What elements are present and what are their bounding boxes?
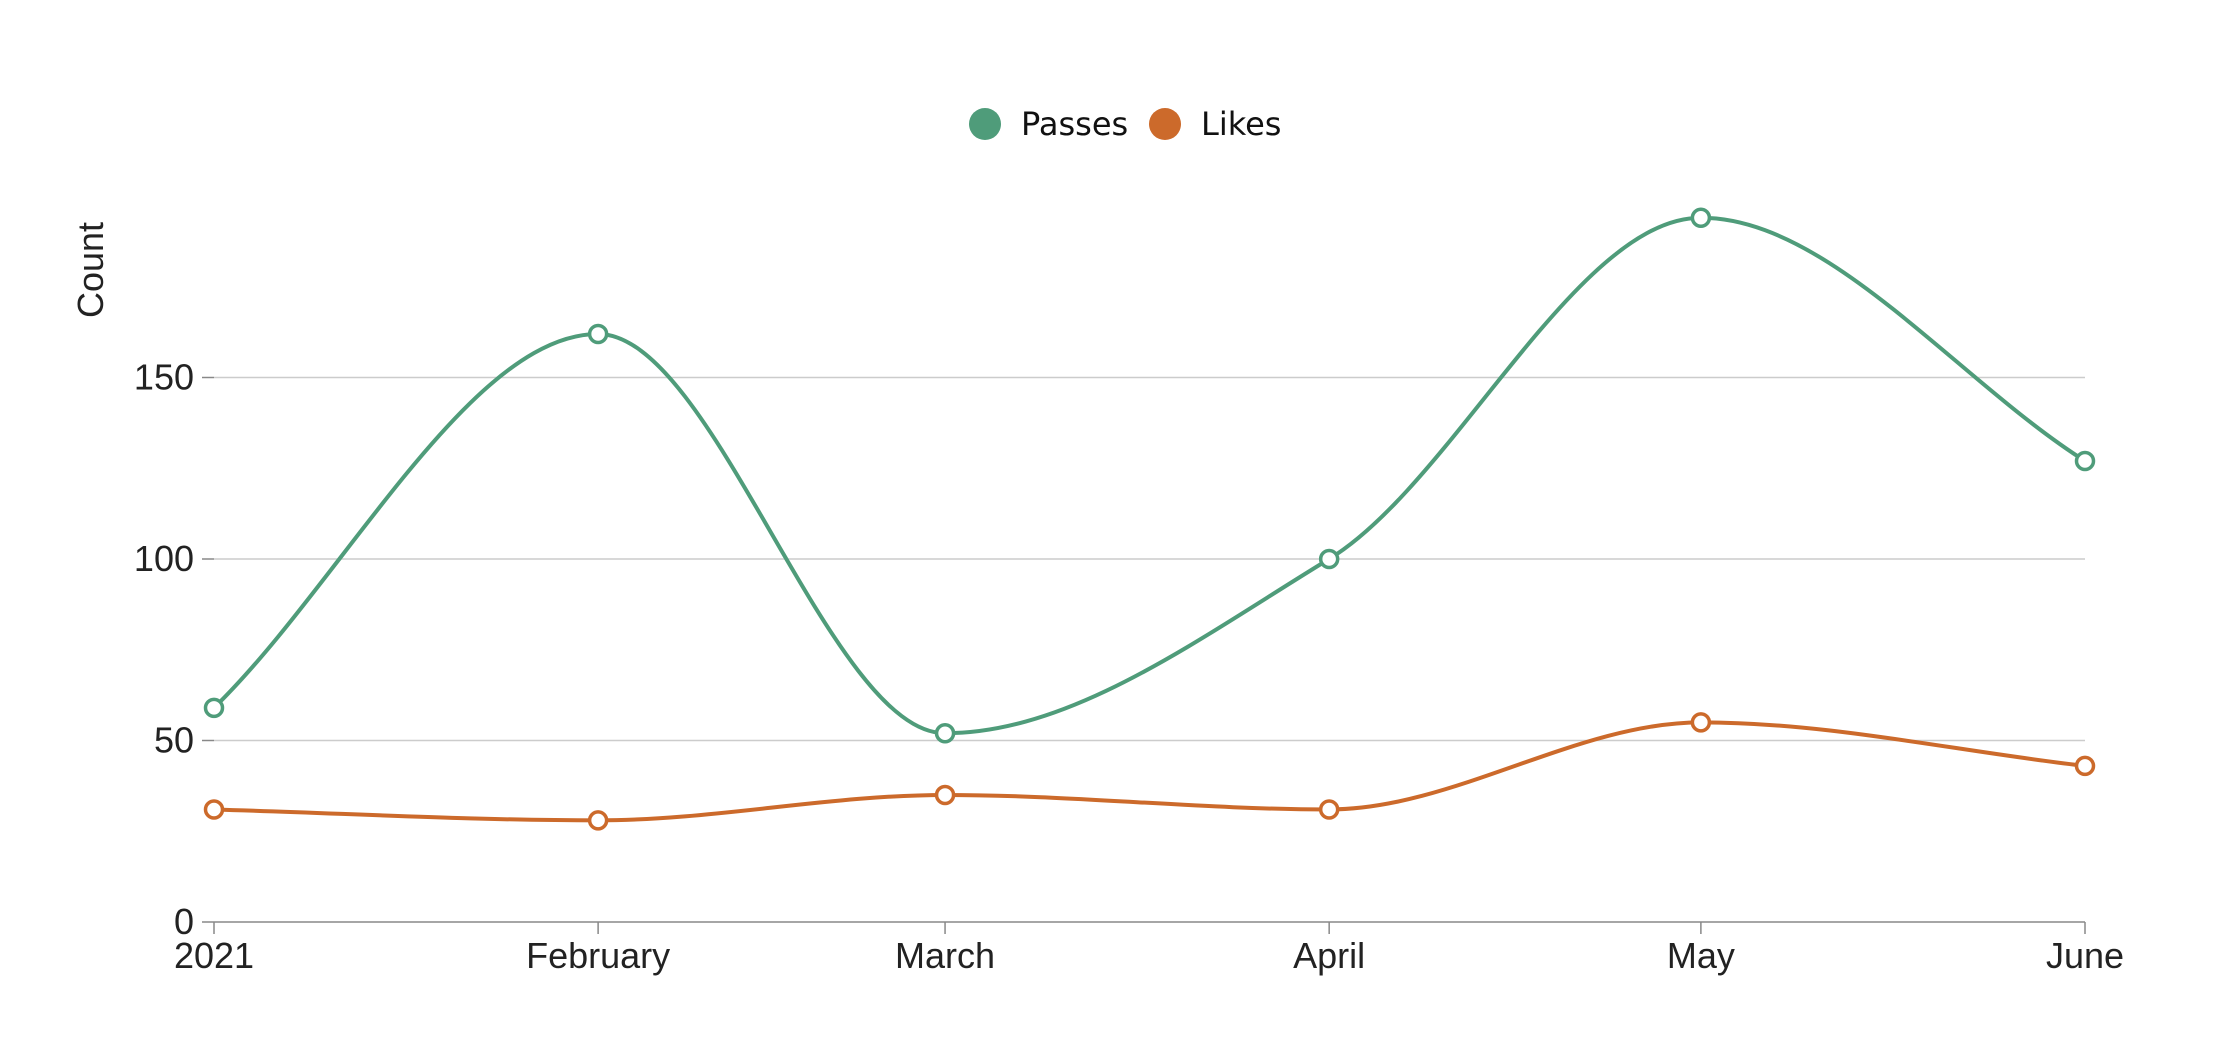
legend-label: Likes	[1201, 105, 1281, 143]
legend-label: Passes	[1021, 105, 1128, 143]
x-axis: 2021 February March April May June	[174, 921, 2124, 976]
y-tick-label: 0	[174, 901, 194, 942]
data-point[interactable]	[934, 722, 956, 744]
y-axis-title: Count	[70, 222, 111, 318]
legend-item-likes[interactable]: Likes	[1149, 105, 1281, 143]
data-point[interactable]	[934, 784, 956, 806]
gridlines	[214, 376, 2085, 742]
x-tick-label: 2021	[174, 935, 254, 976]
data-point[interactable]	[203, 799, 225, 820]
x-tick-label: February	[526, 935, 670, 976]
series	[203, 207, 2096, 831]
y-tick-label: 150	[134, 357, 194, 398]
x-tick-label: May	[1667, 935, 1735, 976]
data-point[interactable]	[2074, 755, 2096, 777]
data-point[interactable]	[1318, 799, 1340, 820]
x-tick-label: April	[1293, 935, 1365, 976]
data-point[interactable]	[1318, 548, 1340, 570]
data-point[interactable]	[587, 810, 609, 831]
data-point[interactable]	[587, 323, 609, 345]
x-tick-label: March	[895, 935, 995, 976]
legend-swatch	[1149, 108, 1181, 140]
data-point[interactable]	[203, 697, 225, 719]
legend-swatch	[969, 108, 1001, 140]
y-axis: 0 50 100 150	[134, 357, 214, 942]
series-line	[212, 215, 2087, 736]
data-point[interactable]	[2074, 450, 2096, 472]
data-point[interactable]	[1690, 207, 1712, 229]
x-tick-label: June	[2046, 935, 2124, 976]
series-passes	[203, 207, 2096, 744]
legend: Passes Likes	[969, 105, 1281, 143]
y-tick-label: 50	[154, 720, 194, 761]
y-tick-label: 100	[134, 538, 194, 579]
data-point[interactable]	[1690, 712, 1712, 733]
series-line	[213, 720, 2086, 823]
legend-item-passes[interactable]: Passes	[969, 105, 1128, 143]
series-likes	[203, 712, 2096, 831]
